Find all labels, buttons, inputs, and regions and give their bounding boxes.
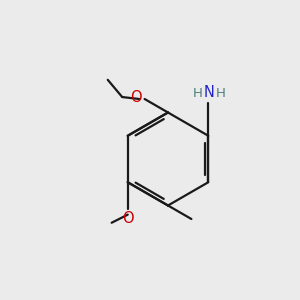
Text: H: H xyxy=(193,87,203,100)
Text: O: O xyxy=(130,90,142,105)
Text: O: O xyxy=(122,211,134,226)
Text: N: N xyxy=(203,85,214,100)
Text: H: H xyxy=(215,87,225,100)
